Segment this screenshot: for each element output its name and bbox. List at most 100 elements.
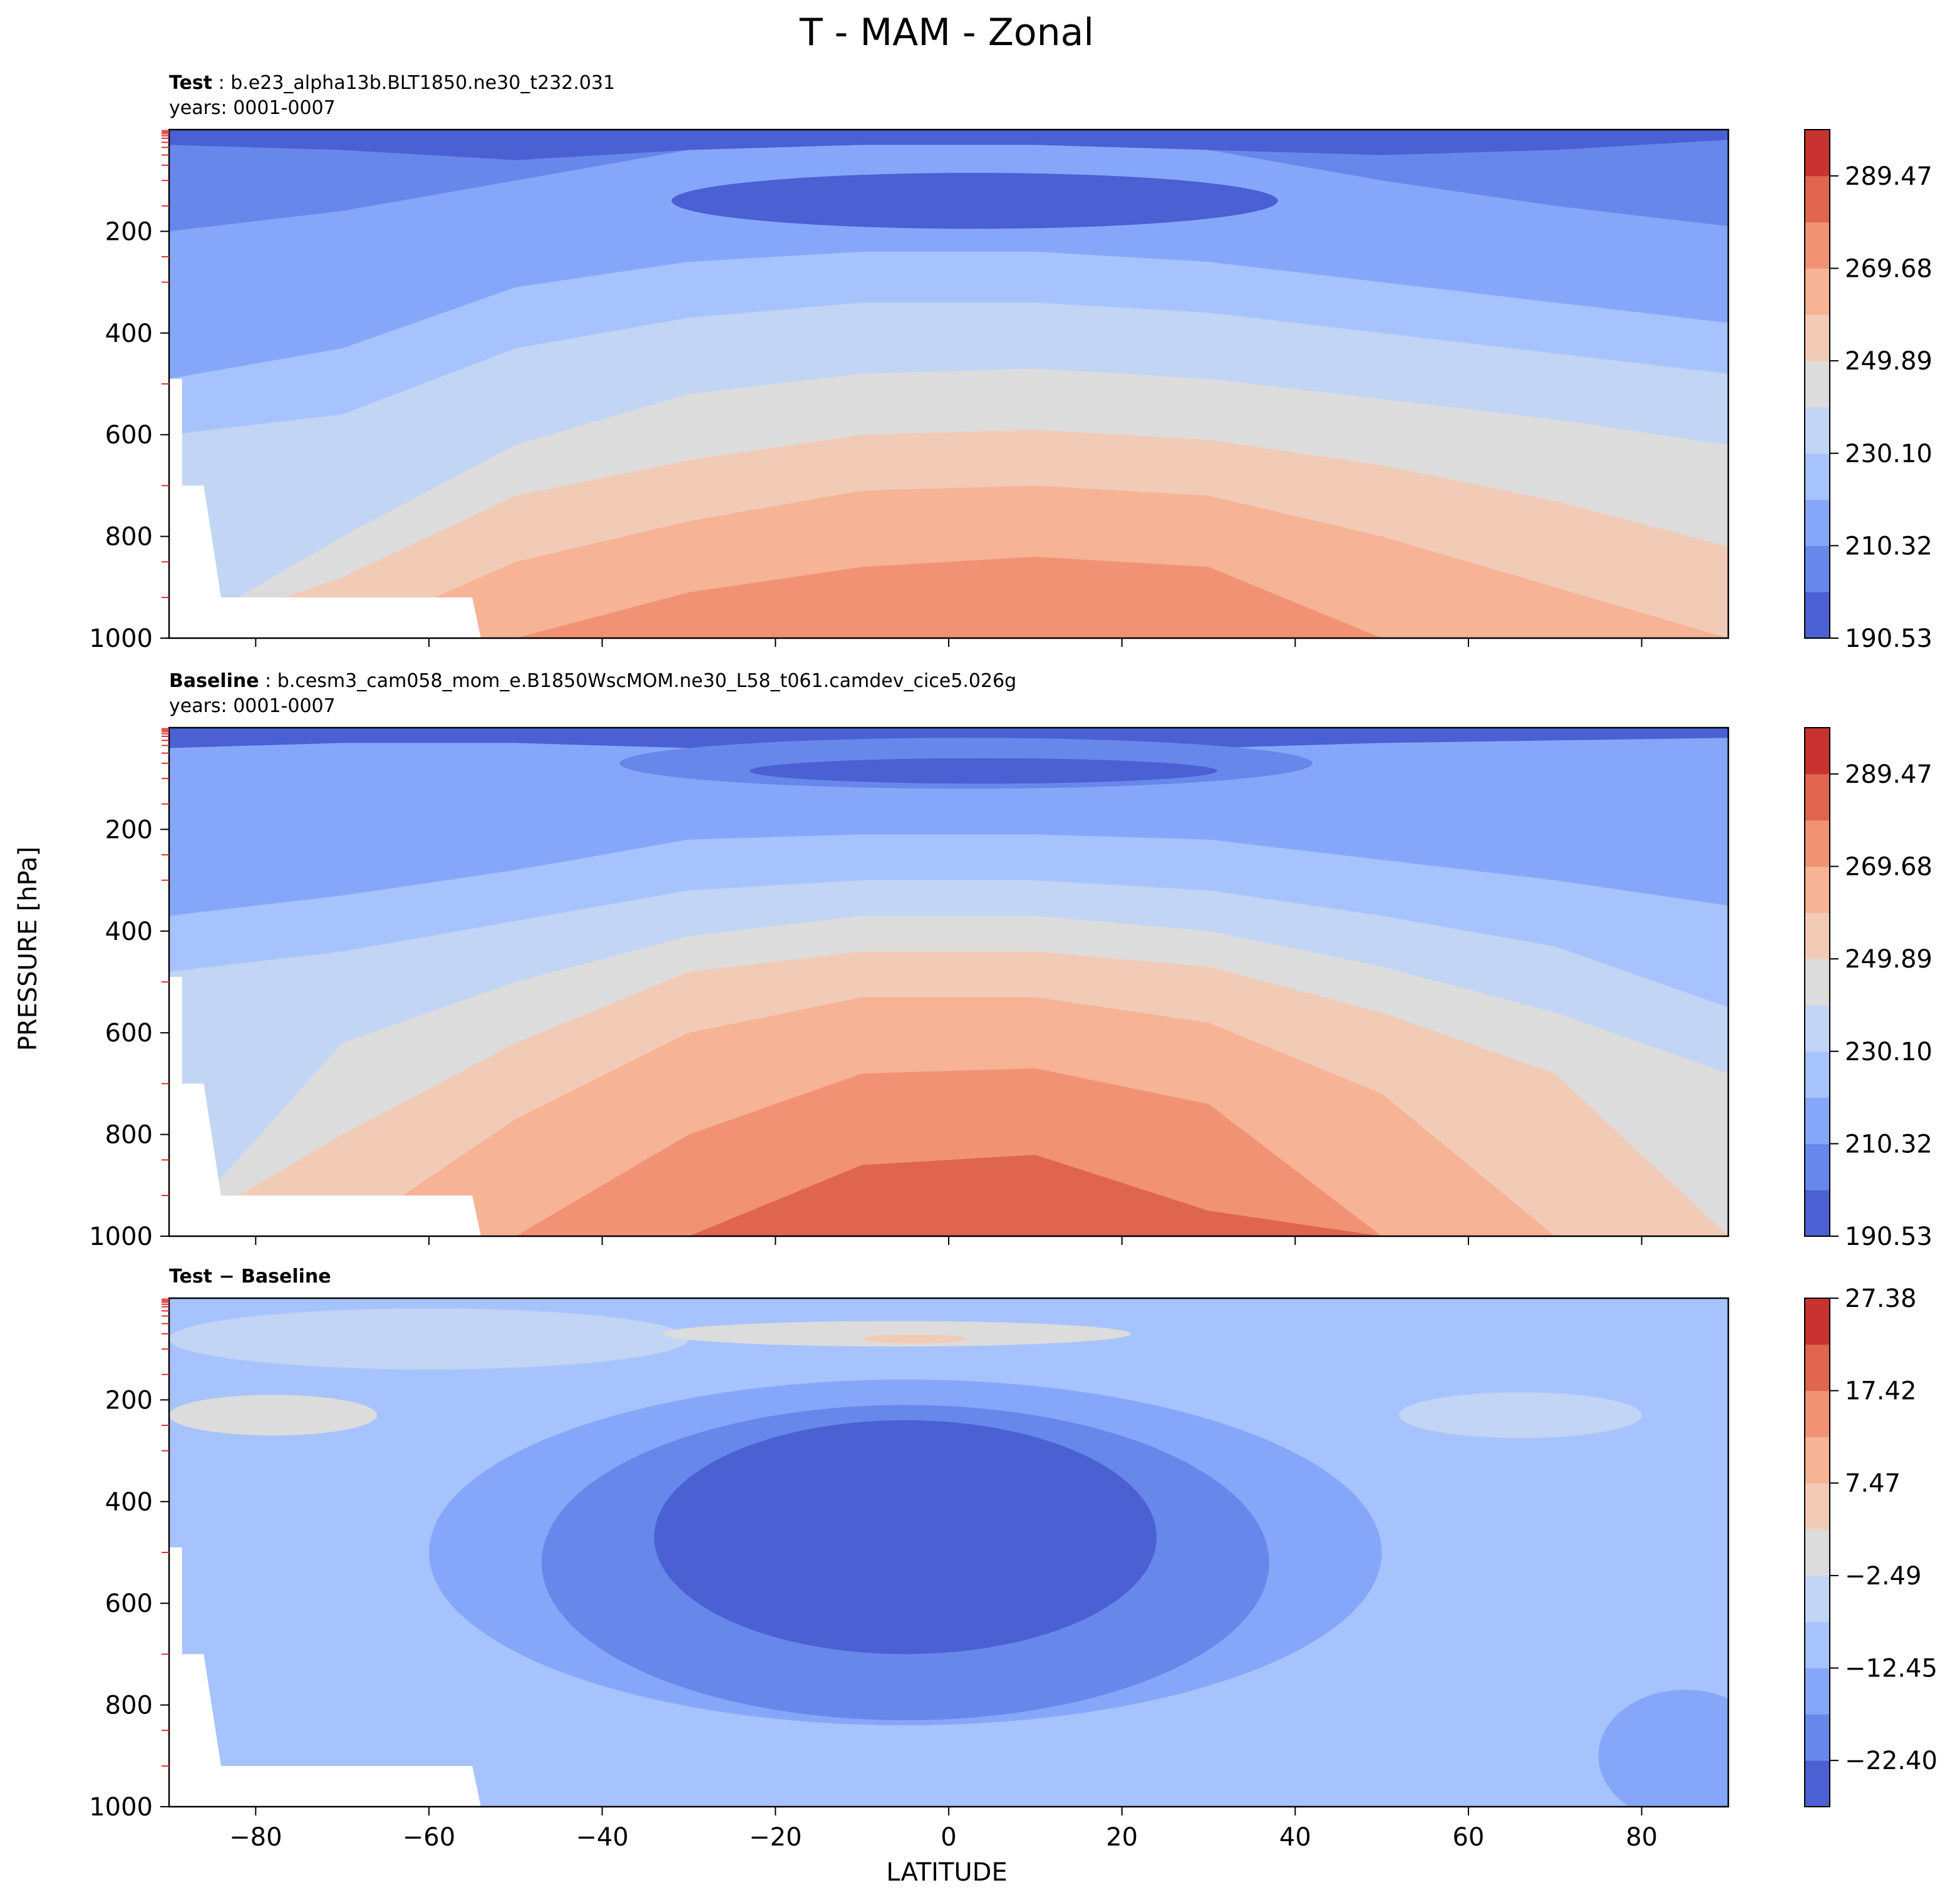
y-axis-label: PRESSURE [hPa] bbox=[14, 847, 43, 1051]
baseline-y-tick-label-3: 800 bbox=[105, 1121, 153, 1150]
test-colorbar-swatch-7 bbox=[1805, 268, 1830, 315]
test-colorbar-swatch-5 bbox=[1805, 361, 1830, 408]
difference-x-tick-label-5: 20 bbox=[1106, 1823, 1138, 1852]
test-colorbar-tick-label-4: 269.68 bbox=[1845, 255, 1932, 284]
baseline-y-tick-label-0: 200 bbox=[105, 815, 153, 844]
test-y-tick-label-0: 200 bbox=[105, 217, 153, 246]
difference-colorbar-swatch-6 bbox=[1805, 1483, 1830, 1530]
baseline-colorbar-tick-label-3: 249.89 bbox=[1845, 945, 1932, 974]
baseline-panel-title-rest: : b.cesm3_cam058_mom_e.B1850WscMOM.ne30_… bbox=[259, 670, 1017, 692]
difference-colorbar-swatch-4 bbox=[1805, 1575, 1830, 1623]
difference-region-1 bbox=[169, 1395, 377, 1436]
difference-contour-area: −80 −60 −40 −20 0 20 40 60 80 200 400 600 800 1000 bbox=[89, 1297, 1730, 1852]
difference-y-tick-label-2: 600 bbox=[105, 1589, 153, 1618]
test-y-tick-label-4: 1000 bbox=[89, 624, 153, 653]
test-panel-title-rest: : b.e23_alpha13b.BLT1850.ne30_t232.031 bbox=[212, 72, 615, 94]
baseline-region-1 bbox=[749, 758, 1217, 784]
baseline-filled-contours bbox=[169, 728, 1728, 1236]
baseline-colorbar-swatch-6 bbox=[1805, 912, 1830, 959]
test-colorbar-frame bbox=[1804, 129, 1830, 639]
baseline-colorbar-swatch-3 bbox=[1805, 1051, 1830, 1098]
baseline-colorbar-tick-label-2: 230.10 bbox=[1845, 1038, 1932, 1066]
difference-colorbar-tick-label-3: −2.49 bbox=[1845, 1562, 1922, 1591]
baseline-missing-data-mask bbox=[169, 976, 481, 1236]
figure-title: T - MAM - Zonal bbox=[799, 11, 1094, 54]
test-colorbar-tick-label-0: 190.53 bbox=[1845, 624, 1932, 653]
baseline-colorbar-tick-label-0: 190.53 bbox=[1845, 1222, 1932, 1251]
difference-colorbar-swatch-2 bbox=[1805, 1668, 1830, 1715]
test-colorbar-swatch-1 bbox=[1805, 545, 1830, 592]
test-colorbar: 190.53 210.32 230.10 249.89 269.68 289.47 bbox=[1804, 129, 1932, 653]
difference-x-tick-label-2: −40 bbox=[575, 1823, 628, 1852]
difference-colorbar-swatch-8 bbox=[1805, 1390, 1830, 1437]
test-panel-title: Test : b.e23_alpha13b.BLT1850.ne30_t232.… bbox=[169, 72, 615, 94]
difference-colorbar-tick-label-0: 27.38 bbox=[1845, 1284, 1917, 1313]
difference-colorbar-tick-label-2: 7.47 bbox=[1845, 1469, 1901, 1498]
test-panel-years: years: 0001-0007 bbox=[169, 97, 336, 119]
test-colorbar-tick-label-5: 289.47 bbox=[1845, 162, 1932, 191]
difference-y-tick-label-3: 800 bbox=[105, 1691, 153, 1720]
test-colorbar-swatch-2 bbox=[1805, 499, 1830, 546]
difference-colorbar-swatch-9 bbox=[1805, 1344, 1830, 1391]
baseline-y-tick-label-1: 400 bbox=[105, 917, 153, 946]
test-colorbar-swatch-4 bbox=[1805, 406, 1830, 454]
difference-region-2 bbox=[1399, 1392, 1642, 1438]
test-colorbar-swatch-6 bbox=[1805, 314, 1830, 361]
baseline-panel-years: years: 0001-0007 bbox=[169, 695, 336, 717]
difference-colorbar-tick-label-4: −12.45 bbox=[1845, 1655, 1937, 1683]
test-y-tick-label-2: 600 bbox=[105, 421, 153, 450]
test-colorbar-swatch-9 bbox=[1805, 175, 1830, 223]
difference-panel-title: Test − Baseline bbox=[169, 1266, 331, 1288]
difference-region-7 bbox=[663, 1321, 1131, 1347]
difference-region-8 bbox=[862, 1334, 966, 1344]
baseline-colorbar-swatch-9 bbox=[1805, 773, 1830, 821]
baseline-colorbar-swatch-8 bbox=[1805, 820, 1830, 867]
test-panel-title-bold: Test bbox=[169, 72, 212, 94]
difference-x-tick-label-4: 0 bbox=[941, 1823, 956, 1852]
baseline-colorbar-frame bbox=[1804, 727, 1830, 1237]
difference-region-4 bbox=[1598, 1690, 1728, 1807]
baseline-colorbar: 190.53 210.32 230.10 249.89 269.68 289.47 bbox=[1804, 727, 1932, 1251]
test-colorbar-swatch-8 bbox=[1805, 222, 1830, 269]
baseline-band-9 bbox=[169, 1155, 1728, 1236]
difference-x-tick-label-3: −20 bbox=[749, 1823, 802, 1852]
baseline-colorbar-swatch-10 bbox=[1805, 728, 1830, 775]
difference-colorbar: 27.38 17.42 7.47 −2.49 −12.45 −22.40 bbox=[1804, 1284, 1937, 1807]
difference-y-tick-label-4: 1000 bbox=[89, 1793, 153, 1822]
difference-panel: Test − Baseline −80 −60 −40 −20 0 20 40 60 80 200… bbox=[89, 1266, 1937, 1852]
difference-colorbar-swatch-10 bbox=[1805, 1298, 1830, 1345]
difference-missing-data-mask bbox=[169, 1547, 481, 1807]
difference-y-tick-label-0: 200 bbox=[105, 1386, 153, 1415]
difference-colorbar-swatch-3 bbox=[1805, 1621, 1830, 1669]
difference-colorbar-frame bbox=[1804, 1298, 1830, 1807]
difference-colorbar-tick-label-1: 17.42 bbox=[1845, 1377, 1917, 1406]
baseline-colorbar-tick-label-5: 289.47 bbox=[1845, 760, 1932, 789]
baseline-y-tick-label-2: 600 bbox=[105, 1019, 153, 1048]
baseline-colorbar-swatch-1 bbox=[1805, 1144, 1830, 1190]
test-colorbar-swatch-0 bbox=[1805, 592, 1830, 639]
baseline-colorbar-swatch-5 bbox=[1805, 959, 1830, 1006]
test-colorbar-swatch-3 bbox=[1805, 453, 1830, 500]
difference-colorbar-swatch-7 bbox=[1805, 1437, 1830, 1484]
baseline-colorbar-swatch-7 bbox=[1805, 866, 1830, 913]
difference-colorbar-swatch-5 bbox=[1805, 1529, 1830, 1576]
test-filled-contours bbox=[169, 130, 1728, 638]
difference-x-tick-label-8: 80 bbox=[1626, 1823, 1658, 1852]
baseline-band-8 bbox=[169, 1068, 1728, 1236]
baseline-colorbar-tick-label-4: 269.68 bbox=[1845, 853, 1932, 882]
test-y-tick-label-1: 400 bbox=[105, 319, 153, 348]
test-y-tick-label-3: 800 bbox=[105, 523, 153, 552]
baseline-colorbar-swatch-2 bbox=[1805, 1097, 1830, 1144]
difference-region-6 bbox=[654, 1420, 1157, 1655]
difference-x-tick-label-1: −60 bbox=[403, 1823, 455, 1852]
test-missing-data-mask bbox=[169, 378, 481, 638]
test-colorbar-tick-label-3: 249.89 bbox=[1845, 347, 1932, 376]
test-colorbar-tick-label-2: 230.10 bbox=[1845, 440, 1932, 468]
difference-x-tick-label-7: 60 bbox=[1453, 1823, 1485, 1852]
baseline-panel-title-bold: Baseline bbox=[169, 670, 259, 692]
baseline-colorbar-swatch-4 bbox=[1805, 1004, 1830, 1052]
difference-colorbar-swatch-1 bbox=[1805, 1714, 1830, 1761]
test-region-0 bbox=[671, 173, 1278, 229]
difference-filled-contours bbox=[169, 1298, 1728, 1807]
